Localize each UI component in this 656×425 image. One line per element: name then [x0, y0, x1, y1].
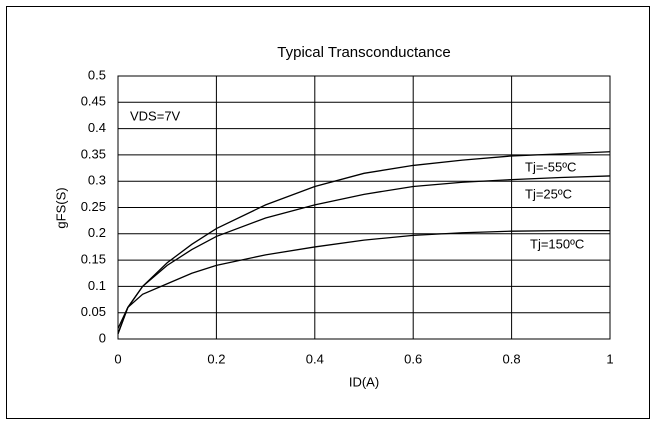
- y-tick-label: 0.4: [88, 120, 106, 135]
- x-tick-label: 0.6: [404, 351, 422, 366]
- annotation: VDS=7V: [130, 108, 181, 123]
- series-label: Tj=-55ºC: [525, 159, 576, 174]
- y-tick-label: 0.3: [88, 173, 106, 188]
- x-tick-label: 0.2: [207, 351, 225, 366]
- y-tick-label: 0.1: [88, 278, 106, 293]
- y-tick-label: 0.05: [81, 304, 106, 319]
- y-tick-label: 0.2: [88, 225, 106, 240]
- x-axis-label: ID(A): [349, 374, 379, 389]
- y-axis-label: gFS(S): [53, 187, 68, 228]
- y-tick-label: 0.25: [81, 199, 106, 214]
- y-tick-label: 0.15: [81, 252, 106, 267]
- series-label: Tj=25ºC: [525, 186, 572, 201]
- x-tick-label: 0.4: [306, 351, 324, 366]
- series-line: [117, 175, 611, 334]
- x-tick-label: 1: [606, 351, 613, 366]
- x-tick-label: 0.8: [503, 351, 521, 366]
- chart-title: Typical Transconductance: [277, 44, 450, 61]
- series-line: [117, 229, 610, 329]
- series-label: Tj=150ºC: [530, 236, 584, 251]
- y-tick-label: 0.35: [81, 146, 106, 161]
- y-tick-label: 0: [99, 330, 106, 345]
- y-tick-label: 0.45: [81, 94, 106, 109]
- x-tick-label: 0: [114, 351, 121, 366]
- frame: [6, 6, 650, 419]
- y-tick-label: 0.5: [88, 67, 106, 82]
